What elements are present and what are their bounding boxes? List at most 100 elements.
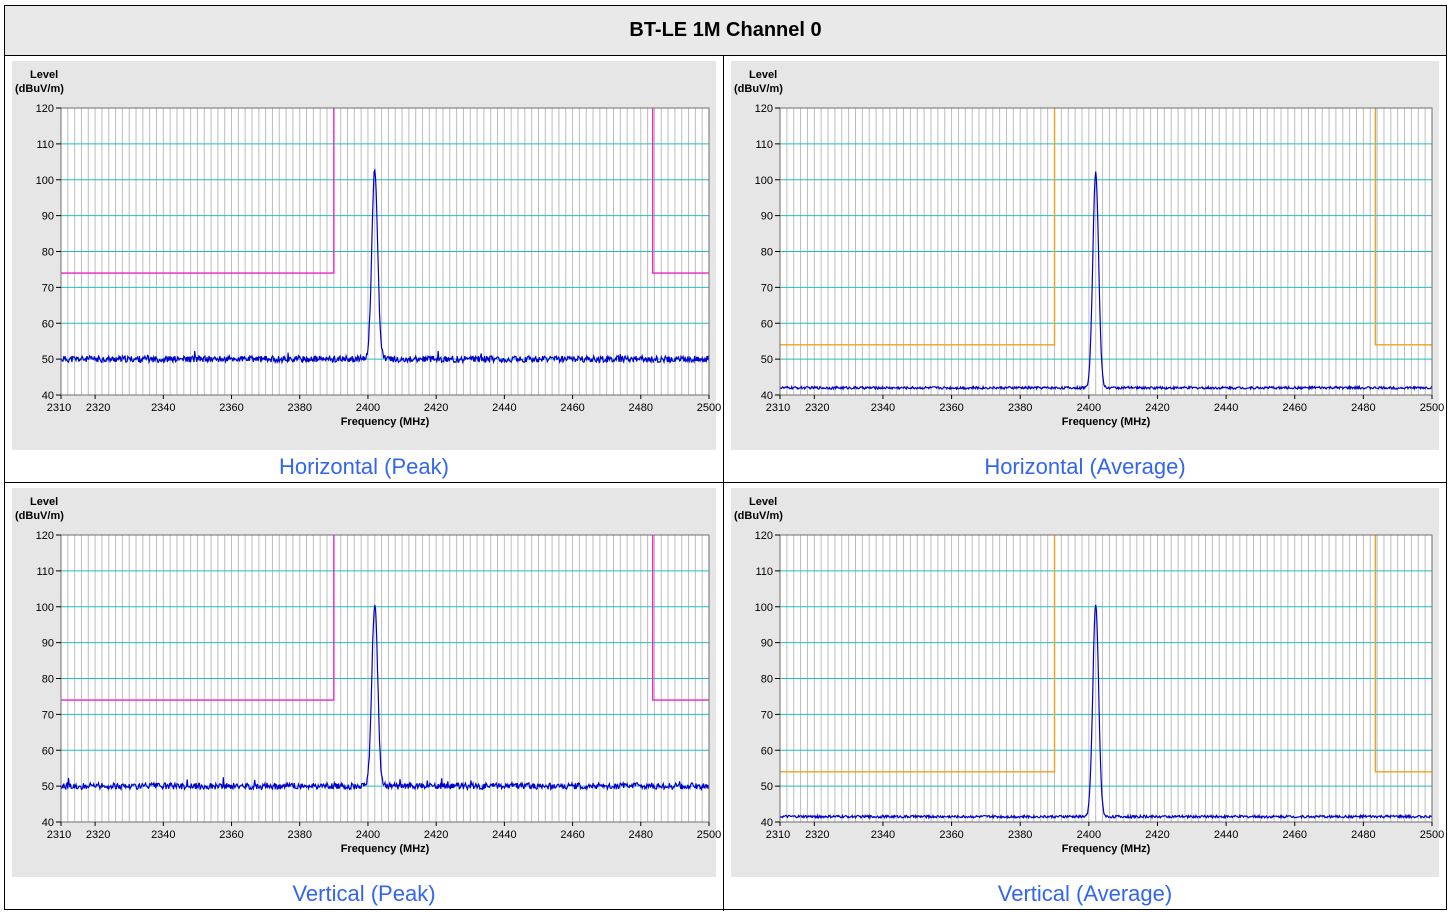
y-tick-label: 70 [761, 709, 773, 721]
x-tick-label: 2320 [805, 402, 829, 414]
y-tick-label: 80 [761, 674, 773, 686]
spectrum-trace [60, 604, 710, 792]
x-tick-label: 2420 [1145, 829, 1169, 841]
x-tick-label: 2320 [805, 829, 829, 841]
y-tick-label: 90 [761, 211, 773, 223]
x-tick-label: 2380 [287, 402, 311, 414]
x-tick-label: 2380 [287, 829, 311, 841]
x-axis-label: Frequency (MHz) [341, 843, 430, 855]
limit-line-lower-band [780, 108, 1056, 346]
x-tick-label: 2500 [1420, 829, 1444, 841]
x-tick-label: 2500 [697, 402, 721, 414]
page-title: BT-LE 1M Channel 0 [5, 6, 1446, 56]
panel-vertical-peak: Level (dBuV/m) 40 50 60 70 80 90 100 110 120 2310 23… [5, 483, 723, 909]
x-tick-label: 2360 [939, 402, 963, 414]
y-tick-label: 60 [761, 745, 773, 757]
x-tick-label: 2400 [356, 402, 380, 414]
x-tick-label: 2310 [47, 402, 71, 414]
x-tick-label: 2310 [766, 829, 790, 841]
chart-vertical-average: Level (dBuV/m) 40 50 60 70 80 90 100 110 120 2310 23… [731, 488, 1444, 877]
y-axis-label-line2: (dBuV/m) [734, 83, 783, 95]
x-tick-label: 2400 [1077, 402, 1101, 414]
y-tick-label: 100 [755, 175, 773, 187]
limit-line-lower-band [61, 108, 335, 274]
chart-horizontal-peak: Level (dBuV/m) 40 50 60 70 80 90 100 110 120 2310 23… [12, 61, 721, 450]
x-tick-label: 2480 [1351, 829, 1375, 841]
panel-horizontal-peak: Level (dBuV/m) 40 50 60 70 80 90 100 110 120 2310 23… [5, 56, 723, 482]
y-tick-label: 120 [755, 530, 773, 542]
x-tick-label: 2480 [1351, 402, 1375, 414]
x-tick-label: 2440 [1214, 402, 1238, 414]
x-tick-label: 2460 [1282, 829, 1306, 841]
y-tick-label: 50 [761, 781, 773, 793]
x-tick-label: 2440 [492, 829, 516, 841]
y-tick-label: 50 [42, 354, 54, 366]
x-tick-label: 2380 [1008, 402, 1032, 414]
y-tick-label: 120 [755, 103, 773, 115]
y-tick-label: 70 [761, 282, 773, 294]
x-tick-label: 2340 [151, 829, 175, 841]
x-tick-label: 2500 [1420, 402, 1444, 414]
panel-vertical-average: Level (dBuV/m) 40 50 60 70 80 90 100 110 120 2310 23… [724, 483, 1446, 909]
y-tick-label: 100 [36, 602, 54, 614]
x-axis-label: Frequency (MHz) [341, 416, 430, 428]
caption-horizontal-average: Horizontal (Average) [984, 454, 1186, 479]
x-tick-label: 2340 [871, 402, 895, 414]
y-axis-label-line2: (dBuV/m) [15, 510, 64, 522]
x-axis-label: Frequency (MHz) [1062, 416, 1151, 428]
y-tick-label: 110 [36, 139, 54, 151]
x-tick-label: 2420 [424, 829, 448, 841]
x-tick-label: 2480 [629, 829, 653, 841]
spectrum-trace [60, 167, 710, 365]
x-tick-label: 2440 [1214, 829, 1238, 841]
x-tick-label: 2360 [939, 829, 963, 841]
y-tick-label: 50 [761, 354, 773, 366]
spectrum-trace [779, 604, 1433, 820]
limit-line-upper-band [652, 535, 709, 701]
y-tick-label: 100 [36, 175, 54, 187]
spectrum-trace [779, 171, 1433, 392]
x-tick-label: 2340 [151, 402, 175, 414]
y-tick-label: 40 [761, 817, 773, 829]
x-tick-label: 2460 [1282, 402, 1306, 414]
y-tick-label: 60 [42, 318, 54, 330]
y-axis-label-line1: Level [30, 496, 58, 508]
x-tick-label: 2360 [219, 829, 243, 841]
panel-horizontal-average: Level (dBuV/m) 40 50 60 70 80 90 100 110 120 2310 23… [724, 56, 1446, 482]
x-tick-label: 2500 [697, 829, 721, 841]
y-tick-label: 70 [42, 282, 54, 294]
x-tick-label: 2320 [86, 402, 110, 414]
x-tick-label: 2360 [219, 402, 243, 414]
y-axis-label-line2: (dBuV/m) [15, 83, 64, 95]
x-tick-label: 2310 [47, 829, 71, 841]
x-tick-label: 2460 [560, 829, 584, 841]
x-tick-label: 2320 [86, 829, 110, 841]
y-axis-label-line1: Level [749, 496, 777, 508]
x-tick-label: 2310 [766, 402, 790, 414]
x-tick-label: 2400 [356, 829, 380, 841]
chart-vertical-peak: Level (dBuV/m) 40 50 60 70 80 90 100 110 120 2310 23… [12, 488, 721, 877]
y-tick-label: 60 [761, 318, 773, 330]
x-tick-label: 2400 [1077, 829, 1101, 841]
y-axis-label-line2: (dBuV/m) [734, 510, 783, 522]
caption-vertical-average: Vertical (Average) [997, 881, 1173, 906]
y-tick-label: 120 [36, 530, 54, 542]
y-tick-label: 40 [42, 390, 54, 402]
y-tick-label: 110 [755, 566, 773, 578]
y-tick-label: 110 [36, 566, 54, 578]
y-tick-label: 80 [42, 674, 54, 686]
limit-line-upper-band [652, 108, 709, 274]
y-tick-label: 100 [755, 602, 773, 614]
y-tick-label: 80 [42, 247, 54, 259]
limit-line-upper-band [1374, 108, 1432, 346]
x-tick-label: 2480 [629, 402, 653, 414]
x-tick-label: 2420 [424, 402, 448, 414]
y-tick-label: 60 [42, 745, 54, 757]
y-tick-label: 40 [761, 390, 773, 402]
y-axis-label-line1: Level [749, 69, 777, 81]
y-tick-label: 80 [761, 247, 773, 259]
x-tick-label: 2340 [871, 829, 895, 841]
row-divider [5, 482, 1446, 483]
y-tick-label: 70 [42, 709, 54, 721]
x-axis-label: Frequency (MHz) [1062, 843, 1151, 855]
